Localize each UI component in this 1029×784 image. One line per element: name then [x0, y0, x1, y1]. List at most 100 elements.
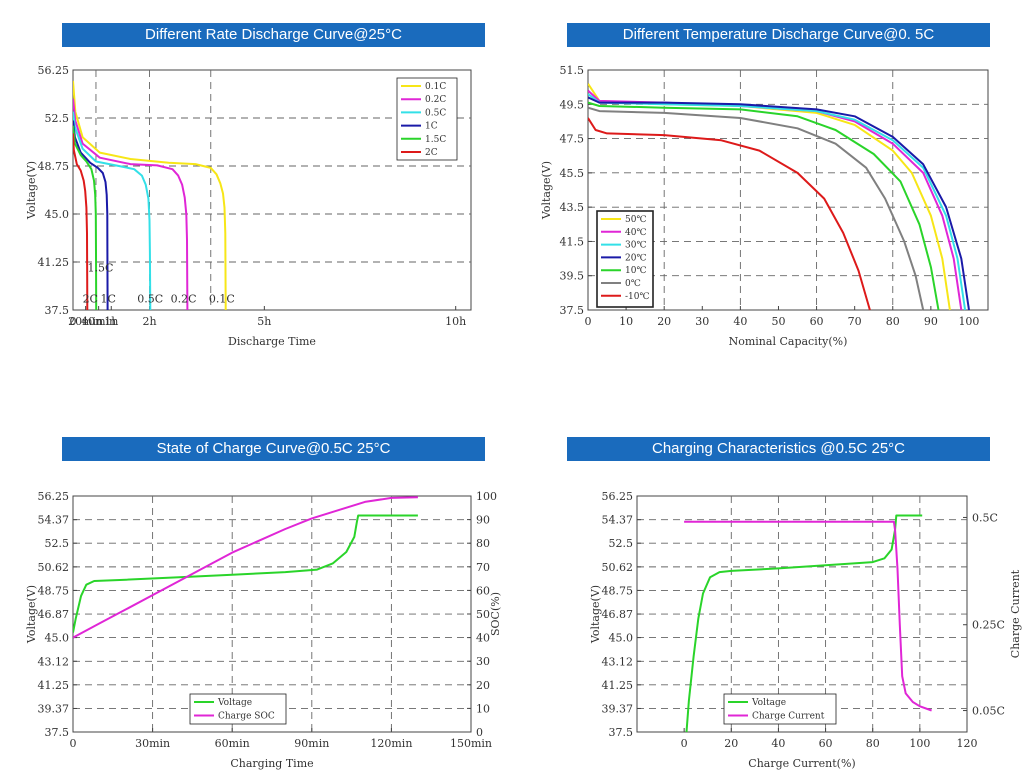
y-tick-label: 51.5: [560, 64, 585, 77]
x-tick-label: 40min: [81, 315, 116, 328]
x-tick-label: 20: [724, 737, 738, 750]
x-axis-label: Discharge Time: [228, 335, 316, 348]
y-tick-label: 43.12: [38, 655, 70, 668]
y-tick-label: 56.25: [38, 490, 70, 503]
series-line-0.5C: [73, 111, 152, 311]
legend: 50℃ 40℃ 30℃ 20℃ 10℃ 0℃ -10℃: [596, 210, 654, 308]
legend-label: 0.2C: [425, 95, 446, 105]
y-tick-label: 41.25: [38, 256, 70, 269]
x-tick-label: 2h: [142, 315, 156, 328]
legend-label: Charge Current: [752, 712, 825, 722]
y-right-tick-label: 70: [476, 561, 490, 574]
x-tick-label: 80: [866, 737, 880, 750]
y-tick-label: 43.12: [602, 655, 634, 668]
series-line-2C: [73, 133, 89, 311]
y-tick-label: 56.25: [38, 64, 70, 77]
x-tick-label: 0: [681, 737, 688, 750]
y-right-tick-label: 60: [476, 584, 490, 597]
legend-label: 20℃: [625, 253, 647, 263]
y-tick-label: 39.37: [38, 702, 70, 715]
y-tick-label: 41.25: [38, 679, 70, 692]
y-right-tick-label: 0.05C: [972, 705, 1005, 718]
chart-title: State of Charge Curve@0.5C 25°C: [62, 437, 485, 461]
y-right-tick-label: 30: [476, 655, 490, 668]
legend-label: 1C: [425, 122, 438, 132]
y-tick-label: 52.5: [45, 537, 70, 550]
y-tick-label: 37.5: [560, 304, 585, 317]
curve-annotation: 0.5C: [137, 292, 163, 305]
plot-frame: [72, 69, 472, 311]
curve-annotation: 0.1C: [209, 292, 235, 305]
y-tick-label: 49.5: [560, 98, 585, 111]
legend-label: 1.5C: [425, 135, 446, 145]
legend-label: 0℃: [625, 279, 641, 289]
chart-title: Charging Characteristics @0.5C 25°C: [567, 437, 990, 461]
y-right-tick-label: 80: [476, 537, 490, 550]
series-line-1C: [73, 120, 109, 311]
y-tick-label: 45.0: [609, 632, 634, 645]
legend-label: 0.1C: [425, 82, 446, 92]
x-tick-label: 0: [70, 737, 77, 750]
y-tick-label: 54.37: [602, 514, 634, 527]
y-tick-label: 37.5: [609, 726, 634, 739]
legend-label: 50℃: [625, 215, 647, 225]
y-right-tick-label: 20: [476, 679, 490, 692]
x-tick-label: 120min: [370, 737, 412, 750]
y-right-tick-label: 0.5C: [972, 511, 998, 524]
series-line-1.5C: [73, 125, 98, 311]
legend-label: Voltage: [751, 698, 786, 708]
y-right-axis-label: SOC(%): [489, 592, 502, 636]
x-tick-label: 30: [695, 315, 709, 328]
y-tick-label: 56.25: [602, 490, 634, 503]
y-tick-label: 54.37: [38, 514, 70, 527]
curve-annotation: 1.5C: [88, 262, 114, 275]
x-tick-label: 40: [771, 737, 785, 750]
legend: Voltage Charge SOC: [189, 693, 287, 725]
plot-frame: [587, 69, 989, 311]
x-tick-label: 100: [909, 737, 930, 750]
series-line-Charge Current: [684, 520, 932, 712]
curve-annotation: 0.2C: [171, 292, 197, 305]
curve-annotation: 1C: [101, 292, 116, 305]
y-axis-label: Voltage(V): [25, 161, 38, 220]
legend-box: [723, 693, 837, 725]
x-tick-label: 80: [886, 315, 900, 328]
y-right-tick-label: 0.25C: [972, 619, 1005, 632]
y-tick-label: 50.62: [38, 561, 70, 574]
y-tick-label: 48.75: [602, 584, 634, 597]
x-tick-label: 20: [657, 315, 671, 328]
y-tick-label: 37.5: [45, 726, 70, 739]
y-tick-label: 39.37: [602, 702, 634, 715]
legend-label: 10℃: [625, 266, 647, 276]
x-tick-label: 150min: [450, 737, 492, 750]
x-tick-label: 30min: [135, 737, 170, 750]
y-tick-label: 48.75: [38, 160, 70, 173]
legend-label: 40℃: [625, 228, 647, 238]
y-right-tick-label: 40: [476, 632, 490, 645]
x-tick-label: 60: [810, 315, 824, 328]
series-line-30℃: [588, 93, 967, 311]
y-tick-label: 47.5: [560, 133, 585, 146]
x-axis-label: Nominal Capacity(%): [729, 335, 848, 348]
y-right-tick-label: 100: [476, 490, 497, 503]
y-tick-label: 46.87: [38, 608, 70, 621]
chart-title: Different Temperature Discharge Curve@0.…: [567, 23, 990, 47]
x-tick-label: 60: [819, 737, 833, 750]
x-tick-label: 10: [619, 315, 633, 328]
series-line-Voltage: [73, 514, 418, 633]
x-axis-label: Charging Time: [230, 757, 313, 770]
legend-label: 0.5C: [425, 108, 446, 118]
y-right-tick-label: 90: [476, 514, 490, 527]
y-right-tick-label: 10: [476, 702, 490, 715]
legend-box: [189, 693, 287, 725]
legend-label: -10℃: [625, 292, 650, 302]
chart-c2: 37.5 39.5 41.5 43.5 45.5 47.5 49.5 51.5 0 10 20 30 4…: [540, 64, 989, 348]
y-axis-label: Voltage(V): [540, 161, 553, 220]
y-tick-label: 52.5: [45, 112, 70, 125]
series-line-Charge SOC: [73, 496, 418, 639]
legend: 0.1C 0.2C 0.5C 1C 1.5C 2C: [396, 77, 458, 161]
x-tick-label: 120: [957, 737, 978, 750]
x-tick-label: 70: [848, 315, 862, 328]
x-tick-label: 100: [958, 315, 979, 328]
